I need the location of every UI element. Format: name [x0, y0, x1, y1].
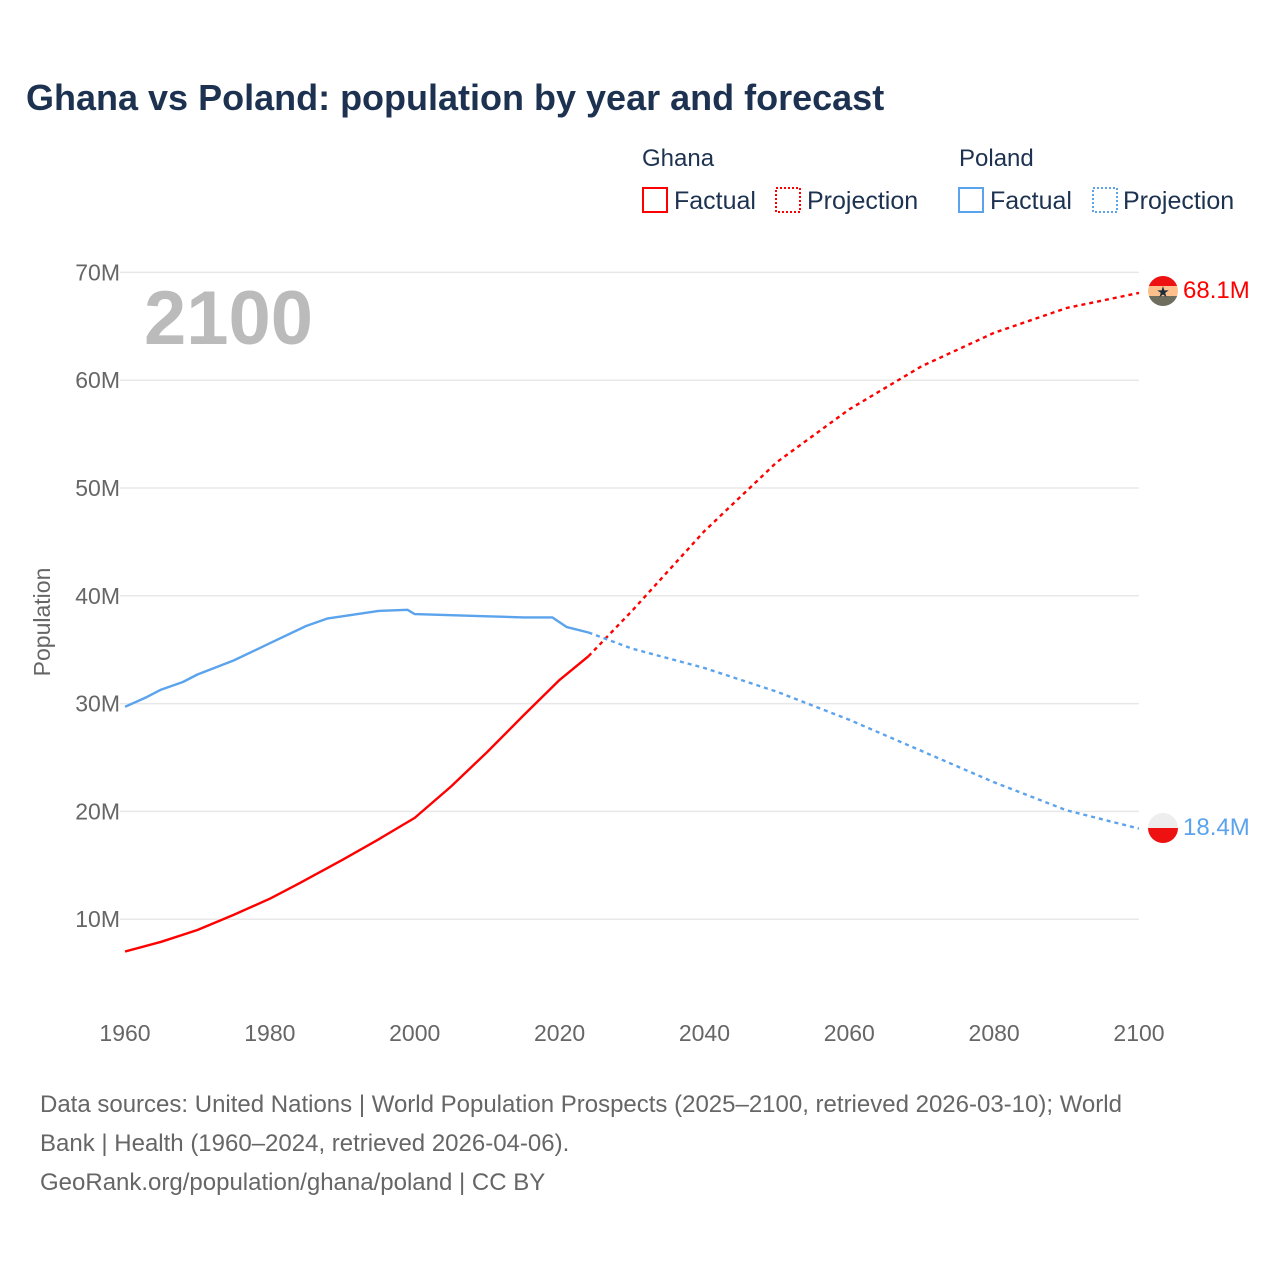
ghana-end-value: 68.1M [1183, 277, 1250, 304]
x-tick-label: 2000 [389, 1020, 440, 1046]
legend-group-ghana: Ghana [642, 145, 715, 172]
y-tick-label: 70M [75, 259, 120, 285]
y-axis-label: Population [29, 568, 55, 677]
legend-group-poland: Poland [959, 145, 1034, 172]
y-tick-label: 40M [75, 583, 120, 609]
series-lines [124, 291, 1140, 953]
legend-label-poland-projection[interactable]: Projection [1123, 187, 1234, 215]
ghana-flag-icon: ★ [1148, 276, 1178, 306]
gridlines [120, 271, 1139, 920]
poland-end-value: 18.4M [1183, 814, 1250, 841]
x-tick-label: 2020 [534, 1020, 585, 1046]
chart-title: Ghana vs Poland: population by year and … [26, 77, 884, 118]
source-link[interactable]: GeoRank.org/population/ghana/poland | CC… [40, 1169, 545, 1196]
series-ghana-factual [124, 655, 590, 953]
legend-swatch-ghana-projection[interactable] [775, 187, 801, 213]
y-tick-label: 10M [75, 906, 120, 932]
series-poland-factual [124, 608, 589, 708]
source-line-1: Data sources: United Nations | World Pop… [40, 1091, 1122, 1118]
legend-label-poland-factual[interactable]: Factual [990, 187, 1072, 215]
y-tick-label: 50M [75, 475, 120, 501]
legend-label-ghana-projection[interactable]: Projection [807, 187, 918, 215]
x-tick-label: 1980 [244, 1020, 295, 1046]
y-tick-label: 30M [75, 691, 120, 717]
x-tick-label: 2100 [1113, 1020, 1164, 1046]
x-tick-label: 2080 [969, 1020, 1020, 1046]
x-tick-label: 2040 [679, 1020, 730, 1046]
legend: Ghana Factual Projection Poland Factual … [642, 145, 1234, 215]
y-tick-label: 60M [75, 367, 120, 393]
legend-swatch-poland-factual[interactable] [958, 187, 984, 213]
series-poland-projection [588, 631, 1140, 830]
x-tick-label: 2060 [824, 1020, 875, 1046]
source-line-2: Bank | Health (1960–2024, retrieved 2026… [40, 1130, 569, 1157]
y-axis-ticks: 10M 20M 30M 40M 50M 60M 70M [75, 259, 120, 932]
series-ghana-projection [587, 291, 1140, 658]
poland-flag-icon [1148, 813, 1178, 843]
y-tick-label: 20M [75, 798, 120, 824]
svg-text:★: ★ [1156, 284, 1169, 301]
legend-swatch-ghana-factual[interactable] [642, 187, 668, 213]
legend-label-ghana-factual[interactable]: Factual [674, 187, 756, 215]
x-tick-label: 1960 [99, 1020, 150, 1046]
legend-swatch-poland-projection[interactable] [1092, 187, 1118, 213]
x-axis-ticks: 1960 1980 2000 2020 2040 2060 2080 2100 [99, 1020, 1164, 1046]
current-year-display: 2100 [144, 276, 313, 361]
